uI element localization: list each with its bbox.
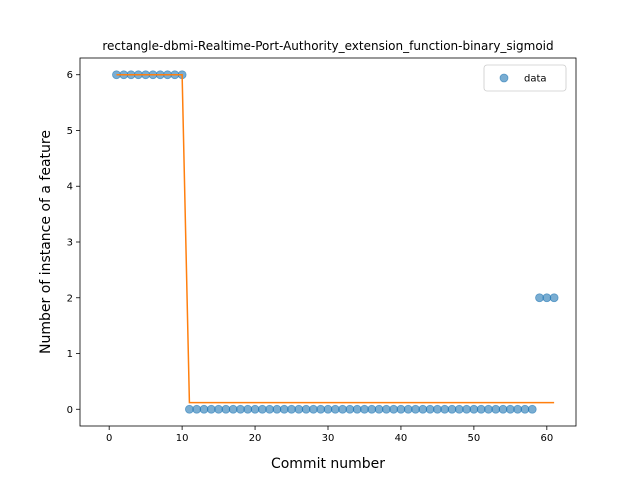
y-tick-label: 3: [67, 238, 73, 249]
data-point: [243, 404, 253, 414]
data-point: [294, 404, 304, 414]
x-tick-label: 60: [540, 433, 553, 444]
chart-title: rectangle-dbmi-Realtime-Port-Authority_e…: [102, 39, 553, 53]
data-point: [542, 293, 552, 303]
data-point: [549, 293, 559, 303]
legend-label: data: [524, 74, 547, 85]
x-tick-label: 20: [249, 433, 262, 444]
data-point: [206, 404, 216, 414]
data-point: [279, 404, 289, 414]
y-tick-label: 2: [67, 293, 73, 304]
data-point: [250, 404, 260, 414]
x-axis-label: Commit number: [271, 456, 385, 472]
data-point: [462, 404, 471, 414]
data-point: [520, 404, 530, 414]
data-point: [411, 404, 420, 414]
data-point: [389, 404, 399, 414]
data-point: [360, 404, 369, 414]
data-point: [381, 404, 391, 414]
data-point: [265, 404, 275, 414]
data-point: [221, 404, 231, 414]
data-point: [345, 404, 355, 414]
data-point: [316, 404, 326, 414]
data-point: [440, 404, 450, 414]
data-point: [236, 404, 245, 414]
data-point: [228, 404, 238, 414]
data-point: [513, 404, 523, 414]
x-tick-label: 40: [395, 433, 408, 444]
data-point: [469, 404, 479, 414]
y-tick-label: 0: [67, 405, 73, 416]
y-axis-label: Number of instance of a feature: [38, 130, 54, 354]
data-point: [257, 404, 267, 414]
x-tick-label: 50: [468, 433, 481, 444]
data-point: [418, 404, 428, 414]
data-point: [330, 404, 340, 414]
data-point: [352, 404, 362, 414]
x-tick-label: 10: [176, 433, 189, 444]
data-point: [338, 404, 347, 414]
data-point: [396, 404, 406, 414]
data-point: [491, 404, 501, 414]
data-point: [199, 404, 209, 414]
fit-line: [116, 73, 555, 404]
y-tick-label: 4: [67, 182, 73, 193]
plot-area: 0 10 20 30 40 50 60 0 1 2 3 4 5 6 data: [67, 57, 577, 444]
data-point: [367, 404, 377, 414]
data-point: [403, 404, 413, 414]
data-point: [301, 404, 311, 414]
data-point: [498, 404, 508, 414]
data-point: [185, 404, 194, 414]
data-point: [476, 404, 486, 414]
data-point: [374, 404, 384, 414]
data-point: [505, 404, 515, 414]
data-point: [214, 404, 223, 414]
data-point: [287, 404, 296, 414]
data-point: [447, 404, 457, 414]
data-point: [433, 404, 442, 414]
legend-box: [483, 64, 567, 92]
data-point: [192, 404, 202, 414]
data-point: [309, 404, 318, 414]
data-point: [323, 404, 333, 414]
data-point: [454, 404, 464, 414]
y-tick-label: 1: [67, 349, 73, 360]
data-point: [425, 404, 435, 414]
data-point: [484, 404, 493, 414]
data-point: [272, 404, 282, 414]
y-tick-label: 5: [67, 126, 73, 137]
x-tick-label: 30: [322, 433, 335, 444]
data-point: [527, 404, 537, 414]
y-tick-label: 6: [67, 70, 73, 81]
legend-marker: [499, 73, 509, 83]
x-tick-label: 0: [106, 433, 112, 444]
data-point: [535, 293, 544, 303]
